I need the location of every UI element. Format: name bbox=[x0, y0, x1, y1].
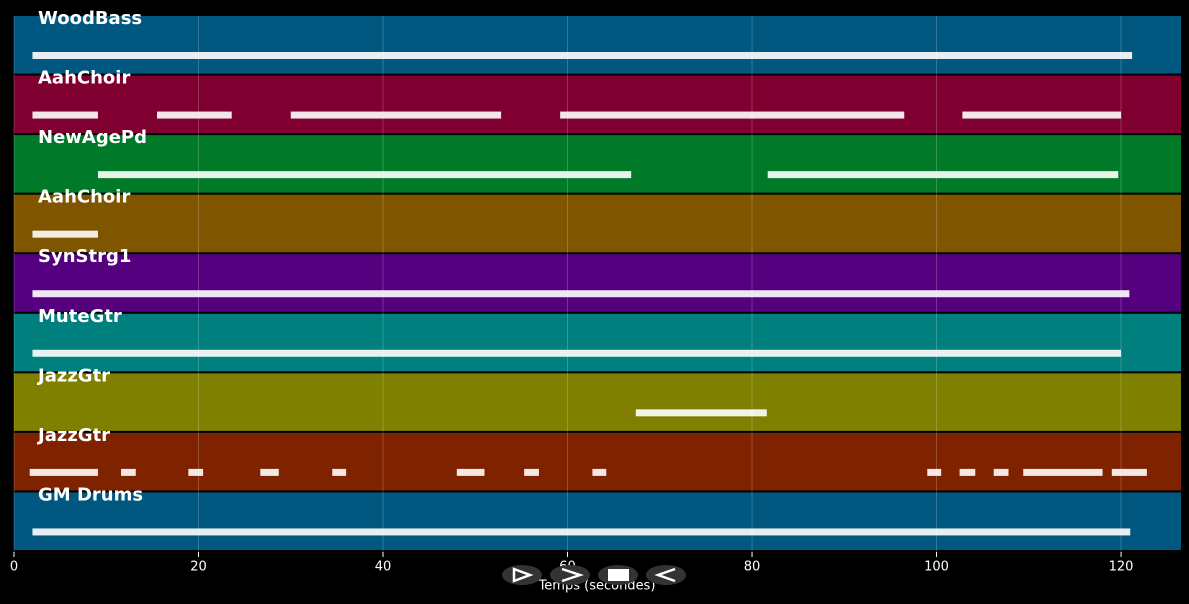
track-row bbox=[14, 313, 1181, 372]
note-segment bbox=[290, 111, 502, 119]
x-tick-label: 20 bbox=[190, 560, 207, 575]
note-segment bbox=[592, 468, 607, 476]
note-segment bbox=[32, 349, 1122, 357]
note-segment bbox=[635, 409, 767, 417]
track-name: AahChoir bbox=[38, 68, 130, 89]
track-name: SynStrg1 bbox=[38, 246, 131, 267]
note-segment bbox=[29, 468, 98, 476]
note-segment bbox=[97, 171, 632, 179]
back-button[interactable] bbox=[646, 565, 686, 585]
note-segment bbox=[121, 468, 136, 476]
note-segment bbox=[32, 230, 98, 238]
x-tick-label: 40 bbox=[375, 560, 392, 575]
note-segment bbox=[1111, 468, 1147, 476]
track-row bbox=[14, 492, 1181, 550]
note-segment bbox=[962, 111, 1122, 119]
note-segment bbox=[524, 468, 539, 476]
notes bbox=[29, 52, 1147, 536]
note-segment bbox=[32, 528, 1131, 536]
note-segment bbox=[32, 52, 1133, 59]
track-row bbox=[14, 135, 1181, 193]
x-tick-label: 100 bbox=[924, 560, 949, 575]
track-row bbox=[14, 194, 1181, 253]
track-row bbox=[14, 432, 1181, 491]
track-row bbox=[14, 254, 1181, 312]
note-segment bbox=[332, 468, 347, 476]
note-segment bbox=[560, 111, 905, 119]
note-segment bbox=[767, 171, 1119, 179]
track-name: JazzGtr bbox=[36, 365, 110, 386]
note-segment bbox=[1023, 468, 1103, 476]
note-segment bbox=[156, 111, 232, 119]
x-tick-label: 80 bbox=[744, 560, 761, 575]
note-segment bbox=[993, 468, 1009, 476]
track-name: MuteGtr bbox=[38, 306, 122, 327]
track-row bbox=[14, 75, 1181, 134]
track-name: JazzGtr bbox=[36, 425, 110, 446]
note-segment bbox=[456, 468, 485, 476]
grid bbox=[13, 16, 1122, 557]
playback-controls bbox=[502, 565, 686, 585]
track-row bbox=[14, 16, 1181, 74]
x-tick-label: 120 bbox=[1109, 560, 1134, 575]
track-name: GM Drums bbox=[38, 484, 143, 505]
note-segment bbox=[927, 468, 942, 476]
play-button[interactable] bbox=[502, 565, 542, 585]
tracks bbox=[14, 16, 1181, 550]
note-segment bbox=[260, 468, 279, 476]
x-tick-label: 0 bbox=[10, 560, 18, 575]
note-segment bbox=[188, 468, 204, 476]
stop-button[interactable] bbox=[598, 565, 638, 585]
note-segment bbox=[959, 468, 976, 476]
note-segment bbox=[32, 111, 98, 119]
note-segment bbox=[32, 290, 1130, 298]
track-name: AahChoir bbox=[38, 187, 130, 208]
track-name: NewAgePd bbox=[38, 127, 147, 148]
forward-button[interactable] bbox=[550, 565, 590, 585]
track-row bbox=[14, 373, 1181, 431]
track-name: WoodBass bbox=[38, 8, 142, 29]
labels: WoodBass AahChoir NewAgePd AahChoir SynStrg1… bbox=[10, 8, 1134, 575]
